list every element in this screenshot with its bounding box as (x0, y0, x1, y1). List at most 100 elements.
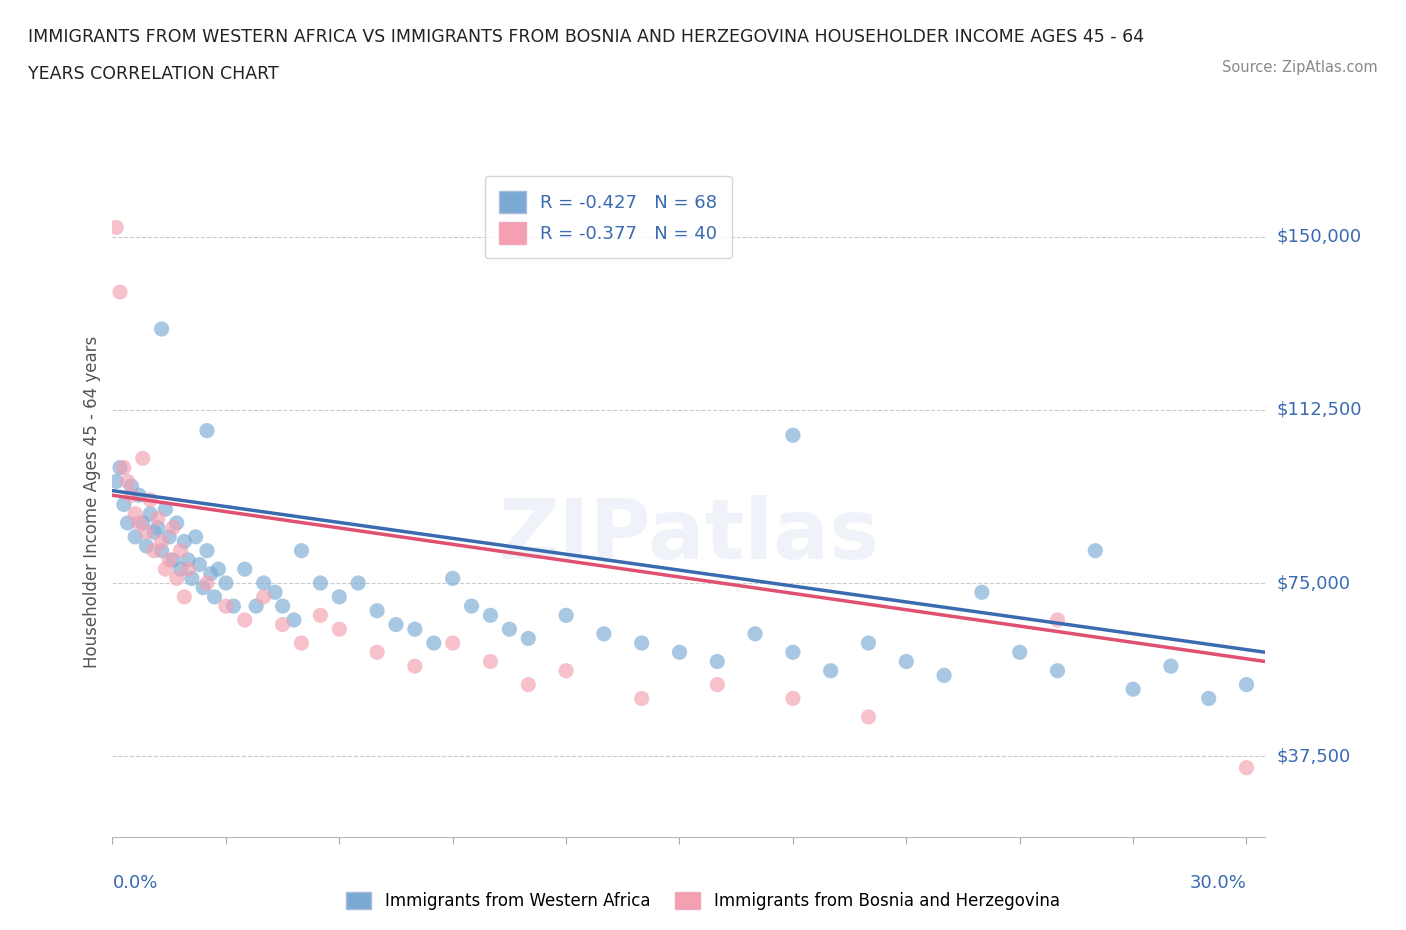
Point (173, 590, 195, 604)
Point (233, 613, 256, 628)
Point (782, 691, 804, 706)
Point (150, 534, 173, 549)
Point (135, 525, 157, 539)
Point (347, 576, 370, 591)
Point (820, 663, 842, 678)
Point (195, 543, 218, 558)
Point (593, 627, 616, 642)
Point (169, 562, 191, 577)
Point (517, 631, 540, 645)
Point (385, 618, 408, 632)
Point (124, 529, 146, 544)
Point (155, 562, 177, 577)
Point (290, 543, 312, 558)
Point (207, 562, 229, 577)
Point (328, 590, 350, 604)
Point (139, 493, 162, 508)
Point (479, 654, 502, 669)
Point (253, 576, 276, 591)
Point (200, 566, 222, 581)
Point (188, 557, 211, 572)
Point (157, 552, 180, 567)
Point (630, 691, 652, 706)
Point (441, 571, 464, 586)
Point (290, 635, 312, 650)
Point (706, 677, 728, 692)
Point (120, 479, 142, 494)
Point (169, 543, 191, 558)
Point (1160, 658, 1182, 673)
Point (858, 635, 880, 650)
Point (517, 677, 540, 692)
Point (128, 488, 150, 503)
Point (166, 515, 188, 530)
Point (132, 451, 155, 466)
Point (143, 543, 166, 558)
Point (215, 599, 238, 614)
Point (150, 543, 173, 558)
Point (204, 590, 226, 604)
Point (139, 506, 162, 521)
Point (195, 423, 218, 438)
Text: IMMIGRANTS FROM WESTERN AFRICA VS IMMIGRANTS FROM BOSNIA AND HERZEGOVINA HOUSEHO: IMMIGRANTS FROM WESTERN AFRICA VS IMMIGR… (28, 28, 1144, 46)
Point (460, 599, 482, 614)
Point (271, 599, 294, 614)
Point (112, 497, 135, 512)
Point (162, 520, 184, 535)
Point (366, 644, 388, 659)
Point (1046, 663, 1069, 678)
Point (744, 627, 766, 642)
Point (117, 474, 139, 489)
Point (896, 654, 918, 669)
Point (108, 460, 131, 475)
Point (858, 710, 880, 724)
Point (555, 608, 578, 623)
Text: $75,000: $75,000 (1277, 574, 1351, 592)
Point (177, 562, 200, 577)
Legend: Immigrants from Western Africa, Immigrants from Bosnia and Herzegovina: Immigrants from Western Africa, Immigran… (340, 885, 1066, 917)
Point (271, 618, 294, 632)
Point (1046, 613, 1069, 628)
Point (162, 552, 184, 567)
Point (309, 608, 332, 623)
Point (668, 644, 690, 659)
Point (105, 220, 128, 235)
Point (222, 599, 245, 614)
Point (215, 576, 238, 591)
Point (1084, 543, 1107, 558)
Point (283, 613, 305, 628)
Point (498, 622, 520, 637)
Point (105, 474, 128, 489)
Point (970, 585, 993, 600)
Y-axis label: Householder Income Ages 45 - 64 years: Householder Income Ages 45 - 64 years (83, 336, 101, 669)
Text: ZIPatlas: ZIPatlas (499, 495, 879, 577)
Point (150, 322, 173, 337)
Point (146, 520, 169, 535)
Point (193, 580, 215, 595)
Point (117, 515, 139, 530)
Point (184, 529, 207, 544)
Text: $37,500: $37,500 (1277, 747, 1351, 765)
Point (173, 534, 195, 549)
Point (177, 552, 200, 567)
Point (630, 635, 652, 650)
Point (132, 515, 155, 530)
Point (932, 668, 955, 683)
Point (404, 622, 426, 637)
Point (108, 285, 131, 299)
Point (264, 585, 287, 600)
Point (143, 525, 166, 539)
Point (233, 562, 256, 577)
Text: $150,000: $150,000 (1277, 228, 1361, 246)
Point (441, 635, 464, 650)
Point (479, 608, 502, 623)
Point (135, 538, 157, 553)
Point (1122, 682, 1144, 697)
Point (328, 622, 350, 637)
Point (166, 571, 188, 586)
Text: Source: ZipAtlas.com: Source: ZipAtlas.com (1222, 60, 1378, 75)
Point (404, 658, 426, 673)
Point (245, 599, 267, 614)
Point (1236, 677, 1258, 692)
Point (782, 644, 804, 659)
